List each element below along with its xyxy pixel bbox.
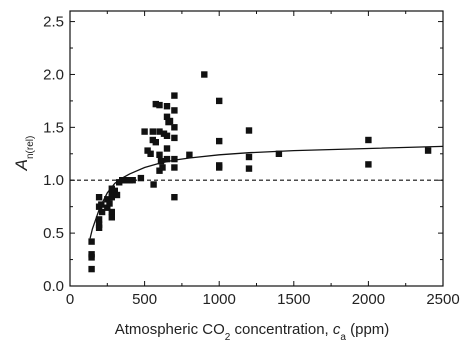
data-point [137,174,145,182]
data-point [245,127,253,134]
data-point [106,200,113,207]
x-tick-label: 2000 [352,291,385,308]
data-point [149,128,156,135]
x-axis-title-sub2: a [340,332,346,342]
fit-curve [89,145,444,239]
data-point [163,113,171,120]
y-axis-title-sub: n(rel) [25,136,36,159]
data-point [88,254,95,261]
data-point [150,181,157,188]
data-point [163,155,171,163]
x-tick-label: 1000 [203,291,236,308]
y-axis-title: An(rel) [12,136,36,172]
data-point [245,165,253,172]
data-point [216,137,223,145]
y-tick-label: 0.0 [43,278,64,295]
axes-layer: 0 500 1000 1500 2000 2500 0.0 0.5 1.0 1.5 2.0 2.5 [43,10,460,308]
data-point [245,153,253,161]
data-point [186,151,193,158]
x-axis-title-italic: c [333,321,341,338]
x-tick-label: 500 [132,291,157,308]
data-point [88,238,95,245]
data-point [159,164,166,171]
data-point [98,201,105,208]
data-point [365,161,372,168]
data-point [163,132,171,139]
data-point [95,224,103,231]
data-point [152,139,159,146]
data-point [156,128,163,135]
data-point [104,204,111,211]
y-tick-label: 1.5 [43,119,64,136]
data-point [216,97,223,105]
data-point [108,208,115,216]
data-point [216,164,223,171]
y-tick-label: 0.5 [43,225,64,242]
data-point [95,216,103,223]
data-point [147,150,154,157]
data-point [365,136,372,144]
data-points-layer [88,71,432,273]
data-point [113,191,121,199]
data-point [98,208,106,216]
data-point [201,71,208,78]
data-point [108,194,115,201]
x-axis-title: Atmospheric CO2 concentration, ca (ppm) [115,321,390,342]
data-point [171,155,178,163]
data-point [104,196,111,203]
data-point [424,147,432,154]
fit-curve-layer [89,145,444,239]
x-axis-title-middle: concentration, [230,321,333,338]
data-point [171,107,178,114]
data-point [163,145,171,152]
data-point [171,164,178,171]
data-point [95,194,103,201]
x-tick-label: 1500 [277,291,310,308]
data-point [108,214,115,221]
y-tick-label: 1.0 [43,172,64,189]
data-point [171,92,178,99]
data-point [88,265,95,273]
data-point [111,187,118,194]
y-tick-label: 2.0 [43,66,64,83]
data-point [171,194,178,201]
data-point [171,134,178,142]
y-axis-title-italic: A [12,159,31,171]
data-point [152,100,159,108]
x-axis-title-suffix: (ppm) [346,321,389,338]
x-axis-title-sub1: 2 [225,332,231,342]
data-point [156,151,163,158]
y-tick-label: 2.5 [43,14,64,31]
x-axis-title-prefix: Atmospheric CO [115,321,225,338]
data-point [171,124,178,131]
data-point [129,177,136,184]
x-tick-label: 2500 [426,291,459,308]
data-point [163,103,171,110]
data-point [156,101,163,109]
data-point [141,128,148,135]
data-point [144,147,151,154]
data-point [275,150,283,157]
data-point [166,117,174,125]
x-tick-label: 0 [66,291,74,308]
data-point [157,158,165,165]
